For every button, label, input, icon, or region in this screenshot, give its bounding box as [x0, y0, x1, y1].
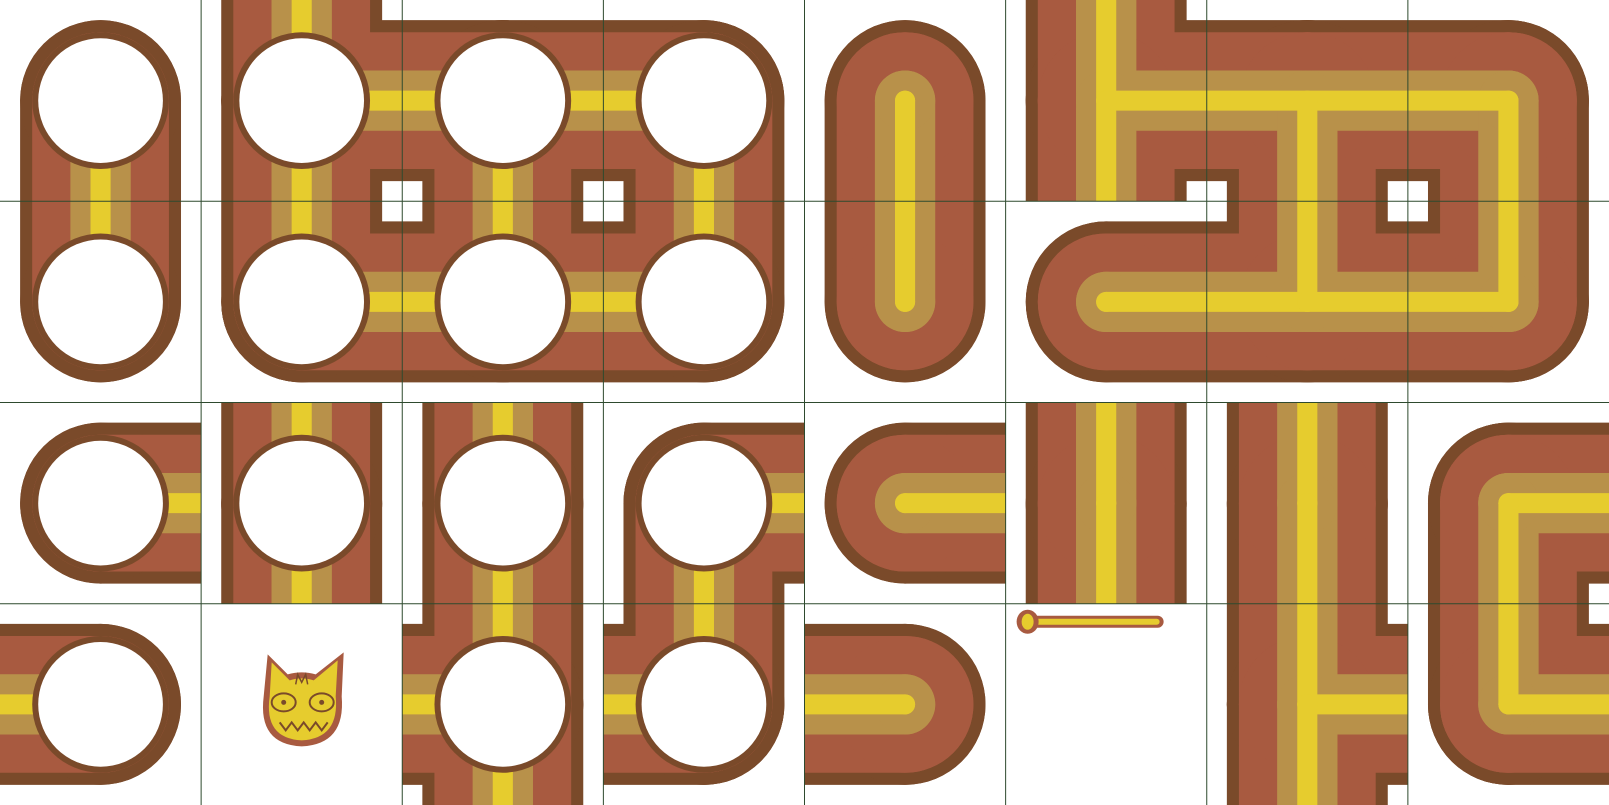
tile-pipe-vertical[interactable] [1005, 401, 1207, 606]
tile-pipe-end[interactable] [804, 402, 1008, 604]
tile-pipe-tee[interactable] [1206, 602, 1410, 805]
tile-pipe-vertical-with-hole[interactable] [201, 401, 403, 606]
tile-pipe-with-hole[interactable] [0, 199, 202, 403]
tile-pipe-with-hole[interactable] [201, 199, 404, 403]
tile-pipe-cross[interactable] [1005, 0, 1209, 203]
tile-pipe-straight[interactable] [1005, 201, 1209, 403]
tile-pipe-tee[interactable] [1205, 0, 1410, 203]
tile-pipe-end[interactable] [804, 0, 1006, 203]
tile-pipe-bend[interactable] [1407, 602, 1609, 805]
tile-pipe-bend[interactable] [1407, 402, 1609, 606]
tile-pipe-end[interactable] [804, 199, 1006, 403]
tile-pipe-vertical-with-hole[interactable] [402, 401, 604, 606]
tile-pipe-end-with-hole[interactable] [0, 603, 202, 805]
tile-pipe-vertical[interactable] [1206, 401, 1408, 606]
tile-pipe-bend[interactable] [1406, 199, 1609, 403]
tile-stick[interactable] [1005, 603, 1207, 805]
tile-pipe-end-with-hole[interactable] [0, 402, 203, 604]
tile-pipe-cross-with-hole[interactable] [400, 0, 605, 203]
tile-pipe-bend-with-hole[interactable] [601, 0, 805, 203]
tile-pipe-bend[interactable] [1406, 0, 1609, 203]
tile-pipe-junction-with-hole[interactable] [201, 0, 404, 203]
tile-pipe-with-hole[interactable] [0, 0, 202, 203]
tile-pipe-bend-with-hole[interactable] [601, 199, 805, 403]
tile-cat-mascot[interactable] [201, 603, 403, 805]
tile-pipe-bend-with-hole[interactable] [601, 602, 805, 805]
tile-pipe-junction-with-hole[interactable] [400, 199, 605, 403]
tile-pipe-bend-with-hole[interactable] [603, 402, 806, 606]
tile-pipe-end[interactable] [803, 603, 1006, 805]
tile-pipe-tee-with-hole[interactable] [400, 602, 604, 805]
tile-pipe-tee[interactable] [1205, 199, 1410, 403]
